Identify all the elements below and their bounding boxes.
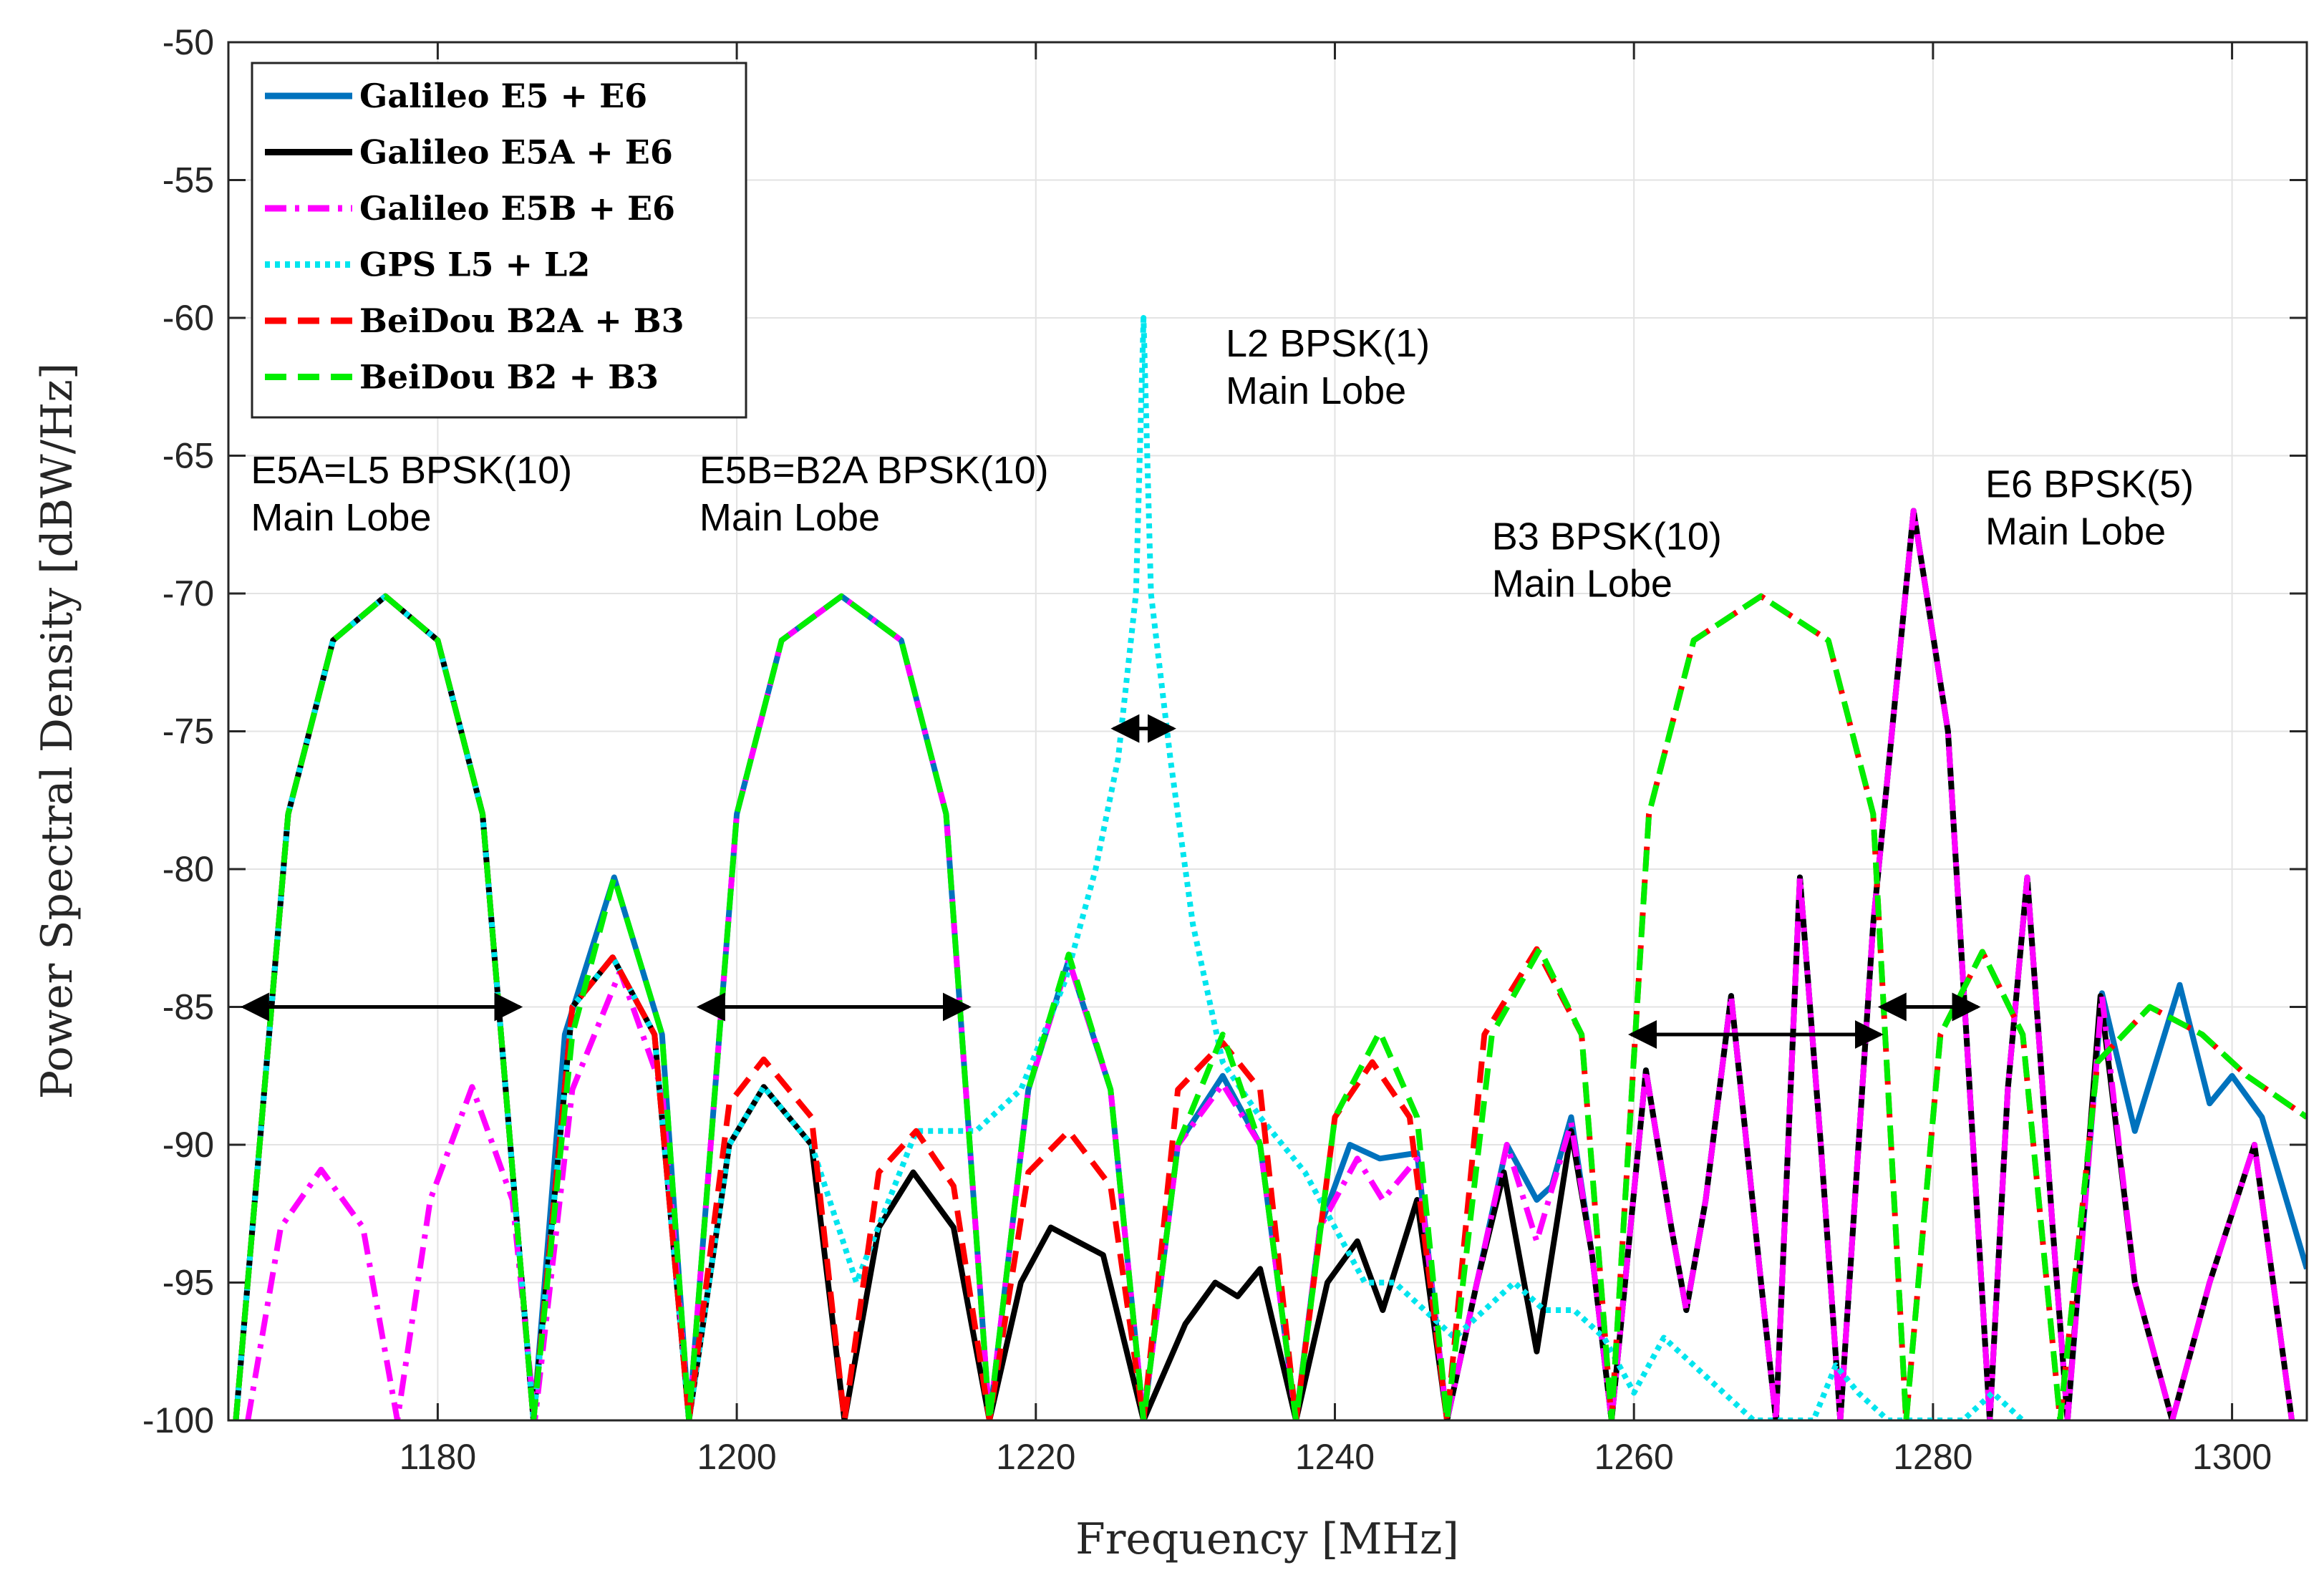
annotation-label: B3 BPSK(10) (1492, 515, 1722, 558)
annotation-label: L2 BPSK(1) (1226, 322, 1430, 365)
x-tick-label: 1260 (1594, 1437, 1674, 1477)
y-tick-label: -60 (163, 298, 214, 338)
y-axis-title: Power Spectral Density [dBW/Hz] (32, 363, 82, 1100)
y-tick-label: -95 (163, 1263, 214, 1303)
annotation-label: Main Lobe (1492, 562, 1672, 605)
annotation-label: E5A=L5 BPSK(10) (251, 449, 572, 492)
plot-frame (227, 41, 2308, 1422)
annotation-label: Main Lobe (251, 496, 431, 539)
x-axis-title: Frequency [MHz] (1075, 1514, 1459, 1564)
y-tick-label: -70 (163, 573, 214, 614)
x-tick-label: 1300 (2192, 1437, 2272, 1477)
series-line-4 (233, 315, 2025, 1420)
legend-label-5: BeiDou B2A + B3 (359, 301, 684, 340)
annotation-label: Main Lobe (699, 496, 880, 539)
x-tick-label: 1240 (1295, 1437, 1375, 1477)
legend-label-4: GPS L5 + L2 (359, 246, 590, 284)
x-tick-label: 1180 (400, 1437, 477, 1477)
annotation-label: E6 BPSK(5) (1985, 462, 2194, 505)
y-tick-label: -50 (163, 22, 214, 62)
annotation-label: Main Lobe (1226, 369, 1406, 412)
y-tick-label: -100 (142, 1400, 214, 1440)
legend-label-1: Galileo E5 + E6 (359, 77, 647, 115)
y-axis: -50 -55 -60 -65 -70 -75 -80 -85 -90 -95 -100 (142, 22, 2307, 1440)
legend-label-3: Galileo E5B + E6 (359, 189, 675, 228)
annotation-label: E5B=B2A BPSK(10) (699, 449, 1049, 492)
legend-box (251, 62, 747, 419)
annotation-label: Main Lobe (1985, 510, 2166, 553)
y-tick-label: -55 (163, 160, 214, 200)
y-tick-label: -90 (163, 1125, 214, 1165)
arrows-layer (240, 714, 1981, 1049)
y-tick-label: -65 (163, 436, 214, 476)
y-tick-label: -75 (163, 712, 214, 752)
y-tick-label: -80 (163, 849, 214, 889)
x-tick-label: 1220 (996, 1437, 1075, 1477)
legend-label-6: BeiDou B2 + B3 (359, 358, 659, 397)
legend-label-2: Galileo E5A + E6 (359, 133, 673, 172)
x-axis: 1180 1200 1220 1240 1260 1280 1300 (400, 42, 2272, 1477)
x-tick-label: 1280 (1893, 1437, 1972, 1477)
series-line-5 (233, 593, 2307, 1420)
x-tick-label: 1200 (697, 1437, 776, 1477)
legend: Galileo E5 + E6 Galileo E5A + E6 Galileo E… (251, 62, 747, 419)
series-line-3 (245, 508, 2295, 1420)
y-tick-label: -85 (163, 987, 214, 1027)
